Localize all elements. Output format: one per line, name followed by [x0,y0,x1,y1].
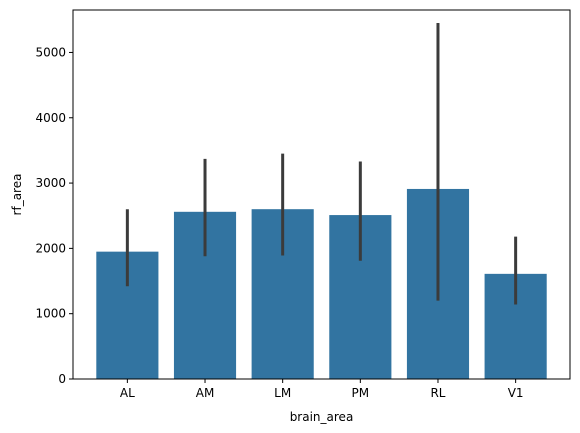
x-tick-label: PM [352,386,370,400]
x-axis-label: brain_area [290,410,354,424]
plot-frame [72,9,571,380]
error-bars-group [125,23,518,305]
x-tick-label: V1 [508,386,524,400]
x-tick-label: LM [274,386,291,400]
x-tick-label: AM [196,386,215,400]
y-tick-label: 2000 [35,241,66,255]
x-axis: AL AM LM PM RL V1 [120,379,524,400]
y-tick-label: 5000 [35,45,66,59]
y-tick-label: 1000 [35,307,66,321]
bars-group [96,188,547,379]
x-tick-label: AL [120,386,135,400]
y-tick-label: 0 [58,372,66,386]
y-axis: 0 1000 2000 3000 4000 5000 [35,45,73,386]
x-tick-label: RL [430,386,445,400]
y-axis-label: rf_area [10,174,24,216]
y-tick-label: 3000 [35,176,66,190]
y-tick-label: 4000 [35,111,66,125]
